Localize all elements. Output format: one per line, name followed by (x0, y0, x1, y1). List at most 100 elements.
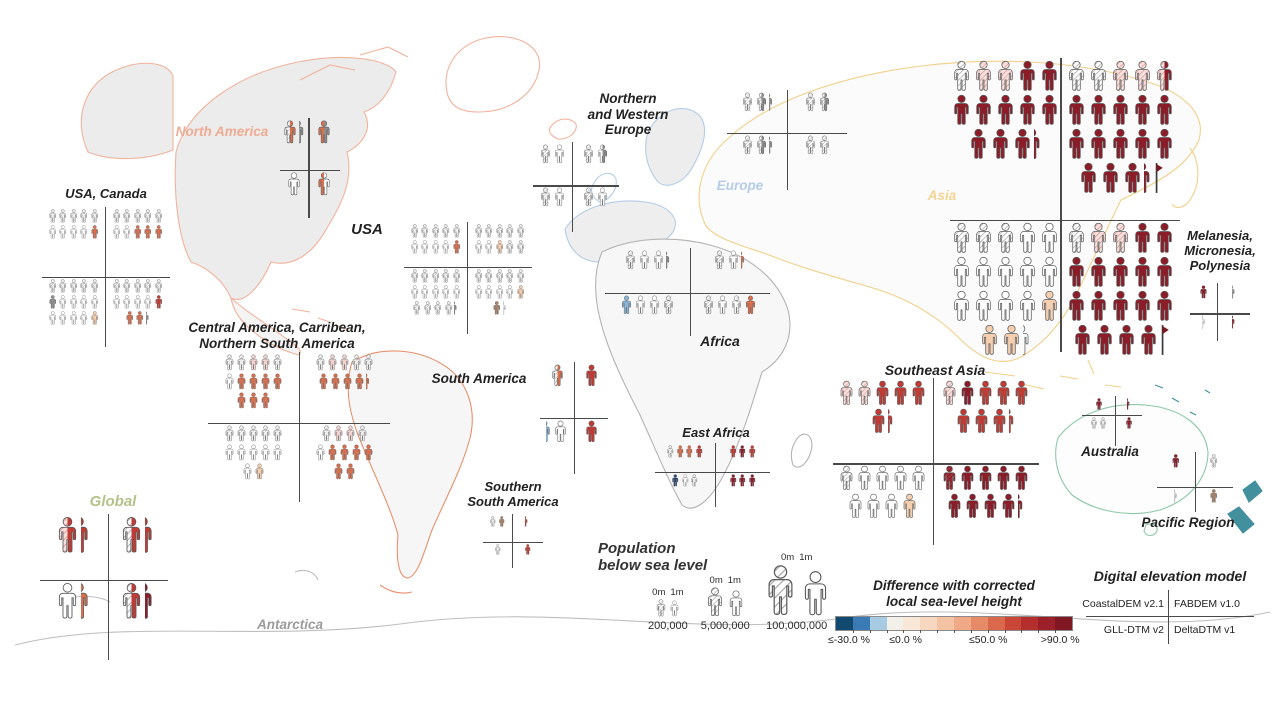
person-icon (859, 465, 871, 491)
quadrant-bl (1157, 487, 1195, 512)
person-icon (657, 599, 666, 617)
person-icon (59, 279, 67, 293)
pictogram-row (1231, 285, 1236, 299)
quadrant-vline (787, 90, 789, 190)
person-icon (144, 279, 152, 293)
quadrant-bl (40, 580, 108, 660)
person-icon (340, 354, 349, 371)
person-icon (1041, 60, 1057, 91)
person-icon (672, 474, 679, 487)
person-icon (992, 128, 1008, 159)
person-icon (804, 570, 827, 616)
person-icon (59, 295, 67, 309)
pictogram-row (951, 222, 1060, 254)
pictogram-row (489, 516, 505, 527)
person-icon (506, 284, 514, 299)
person-icon (997, 222, 1013, 253)
person-icon (496, 268, 503, 283)
person-icon (442, 240, 450, 254)
legend-population-marker-labels: 0m 1m (781, 552, 813, 563)
pictogram-row (55, 582, 92, 620)
person-icon (1068, 290, 1084, 321)
region-label-south-america: South America (431, 371, 527, 386)
person-icon (1090, 94, 1106, 125)
person-icon (704, 295, 714, 315)
quadrant-bl (950, 220, 1060, 355)
region-africa (605, 248, 770, 336)
person-icon (49, 209, 56, 223)
pictogram-row (48, 311, 100, 325)
person-icon (1134, 290, 1150, 321)
person-icon (432, 268, 439, 283)
colorbar-tick (1055, 629, 1057, 633)
person-icon (411, 224, 418, 238)
person-icon (1112, 290, 1128, 321)
person-icon (1140, 324, 1156, 355)
colorbar-segment-5 (920, 616, 938, 630)
person-icon (249, 392, 258, 409)
person-icon (493, 300, 501, 315)
person-icon (134, 225, 141, 239)
person-icon (1112, 60, 1128, 91)
region-label-usa: USA (351, 221, 383, 238)
pictogram-row (741, 135, 774, 155)
legend-dem-table: CoastalDEM v2.1 FABDEM v1.0 GLL-DTM v2 D… (1082, 590, 1254, 644)
pictogram-row (224, 424, 283, 442)
person-icon (957, 408, 970, 434)
region-label-central-america: Central America, Carribean, Northern Sout… (188, 320, 366, 351)
person-icon (485, 284, 493, 299)
person-icon (113, 225, 120, 239)
person-icon (873, 408, 885, 434)
person-icon (255, 462, 264, 479)
flag-icon (1155, 163, 1163, 193)
person-icon (355, 373, 364, 390)
legend-population-value: 5,000,000 (700, 620, 750, 632)
pictogram-row (624, 250, 671, 270)
legend-diff-title: Difference with corrected local sea-leve… (836, 578, 1072, 610)
person-icon (524, 544, 530, 555)
colorbar-ticks: ≤-30.0 % ≤0.0 % ≤50.0 % >90.0 % (828, 629, 1080, 648)
region-melanesia (1190, 283, 1250, 341)
quadrant-tr (512, 514, 543, 542)
person-icon (748, 474, 755, 487)
pictogram-row (550, 364, 565, 387)
person-icon (1156, 222, 1172, 253)
person-icon (868, 493, 880, 519)
pictogram-row (410, 284, 462, 299)
quadrant-hline (727, 133, 847, 135)
colorbar-tick (1038, 629, 1040, 633)
person-icon (819, 92, 829, 112)
person-icon (421, 240, 429, 254)
person-icon (445, 300, 452, 315)
colorbar-segment-8 (970, 616, 988, 630)
legend-population-marker-labels: 0m 1m (709, 575, 741, 586)
person-icon (502, 300, 506, 315)
flag-icon (1161, 324, 1169, 355)
person-icon (555, 420, 566, 443)
person-icon (475, 240, 482, 254)
pictogram-row (315, 354, 374, 371)
pictogram-row (1209, 454, 1219, 468)
quadrant-vline (1060, 58, 1062, 352)
region-asia (950, 58, 1180, 355)
quadrant-tl (605, 248, 690, 293)
quadrant-br (1217, 313, 1250, 341)
quadrant-tr (108, 514, 168, 580)
person-icon (91, 279, 98, 293)
person-icon (1156, 290, 1172, 321)
pictogram-row (951, 94, 1060, 126)
quadrant-bl (483, 542, 512, 568)
person-icon (123, 279, 131, 293)
person-icon (322, 424, 331, 441)
pictogram-row (1066, 256, 1175, 288)
person-icon (585, 364, 597, 387)
person-icon (499, 516, 505, 527)
person-icon (364, 443, 373, 460)
person-icon (913, 465, 925, 491)
person-icon (583, 187, 593, 207)
person-icon (997, 465, 1010, 491)
pictogram-row (741, 92, 774, 112)
colorbar-tick-label: ≤-30.0 % (827, 633, 870, 646)
person-icon (888, 408, 893, 434)
quadrant-tr (1060, 58, 1180, 220)
